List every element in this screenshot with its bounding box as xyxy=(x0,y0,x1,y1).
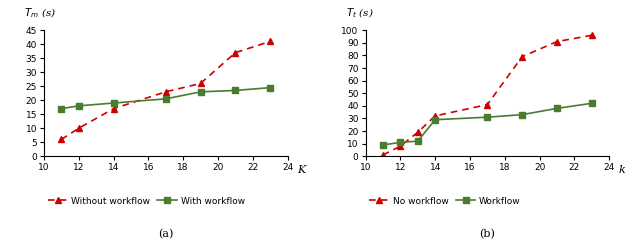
Text: (b): (b) xyxy=(479,229,495,240)
With workflow xyxy=(232,89,239,92)
Workflow xyxy=(553,107,561,110)
With workflow xyxy=(266,86,274,89)
Line: Without workflow: Without workflow xyxy=(58,39,273,142)
Without workflow xyxy=(58,138,65,141)
No workflow xyxy=(588,34,595,37)
Without workflow xyxy=(266,40,274,43)
No workflow xyxy=(484,103,491,106)
Workflow xyxy=(396,141,404,144)
No workflow xyxy=(553,40,561,43)
Without workflow xyxy=(197,82,204,85)
Workflow xyxy=(588,102,595,105)
With workflow xyxy=(110,102,117,105)
Text: k: k xyxy=(619,165,625,175)
Without workflow xyxy=(110,107,117,110)
With workflow xyxy=(197,90,204,93)
No workflow xyxy=(431,114,439,117)
With workflow xyxy=(162,97,170,100)
Workflow xyxy=(431,118,439,121)
Workflow xyxy=(379,143,387,146)
No workflow xyxy=(414,131,421,134)
Text: $T_t$ (s): $T_t$ (s) xyxy=(346,7,374,20)
Line: No workflow: No workflow xyxy=(380,33,595,158)
Line: With workflow: With workflow xyxy=(58,85,273,111)
Legend: Without workflow, With workflow: Without workflow, With workflow xyxy=(44,193,249,209)
Line: Workflow: Workflow xyxy=(380,101,595,148)
Workflow xyxy=(518,113,526,116)
With workflow xyxy=(75,104,82,107)
Text: (a): (a) xyxy=(158,229,173,240)
Workflow xyxy=(414,140,421,143)
No workflow xyxy=(396,145,404,148)
Without workflow xyxy=(75,127,82,130)
Legend: No workflow, Workflow: No workflow, Workflow xyxy=(365,193,524,209)
No workflow xyxy=(379,153,387,156)
No workflow xyxy=(518,55,526,58)
Without workflow xyxy=(232,51,239,54)
Workflow xyxy=(484,116,491,119)
Text: $T_m$ (s): $T_m$ (s) xyxy=(24,7,57,20)
With workflow xyxy=(58,107,65,110)
Text: K: K xyxy=(297,165,306,175)
Without workflow xyxy=(162,90,170,93)
